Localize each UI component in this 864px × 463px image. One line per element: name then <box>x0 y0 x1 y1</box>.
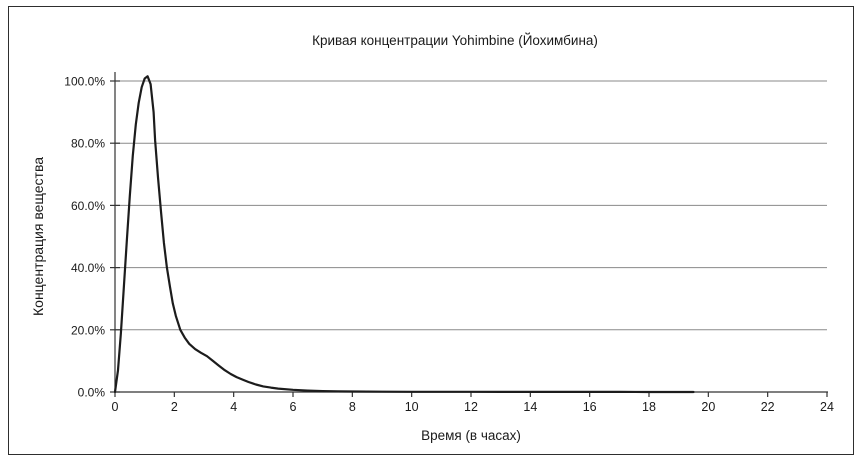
chart-title: Кривая концентрации Yohimbine (Йохимбина… <box>312 33 598 48</box>
x-tick-label: 0 <box>112 400 119 414</box>
x-axis-title: Время (в часах) <box>421 428 521 443</box>
x-tick-label: 12 <box>464 400 478 414</box>
x-tick-label: 4 <box>230 400 237 414</box>
concentration-curve <box>113 75 695 394</box>
y-tick-label: 60.0% <box>71 199 105 213</box>
x-tick-label: 18 <box>642 400 656 414</box>
y-axis-title: Концентрация вещества <box>30 156 46 317</box>
y-tick-label: 80.0% <box>71 137 105 151</box>
x-tick-label: 2 <box>171 400 178 414</box>
y-tick-label: 20.0% <box>71 323 105 337</box>
x-tick-label: 8 <box>349 400 356 414</box>
y-tick-label: 0.0% <box>78 386 106 400</box>
x-tick-label: 10 <box>405 400 419 414</box>
y-tick-label: 100.0% <box>64 75 105 89</box>
x-tick-label: 14 <box>523 400 537 414</box>
x-tick-label: 24 <box>820 400 834 414</box>
x-tick-label: 16 <box>583 400 597 414</box>
x-tick-label: 22 <box>761 400 775 414</box>
x-tick-label: 20 <box>701 400 715 414</box>
y-tick-label: 40.0% <box>71 261 105 275</box>
x-tick-label: 6 <box>290 400 297 414</box>
